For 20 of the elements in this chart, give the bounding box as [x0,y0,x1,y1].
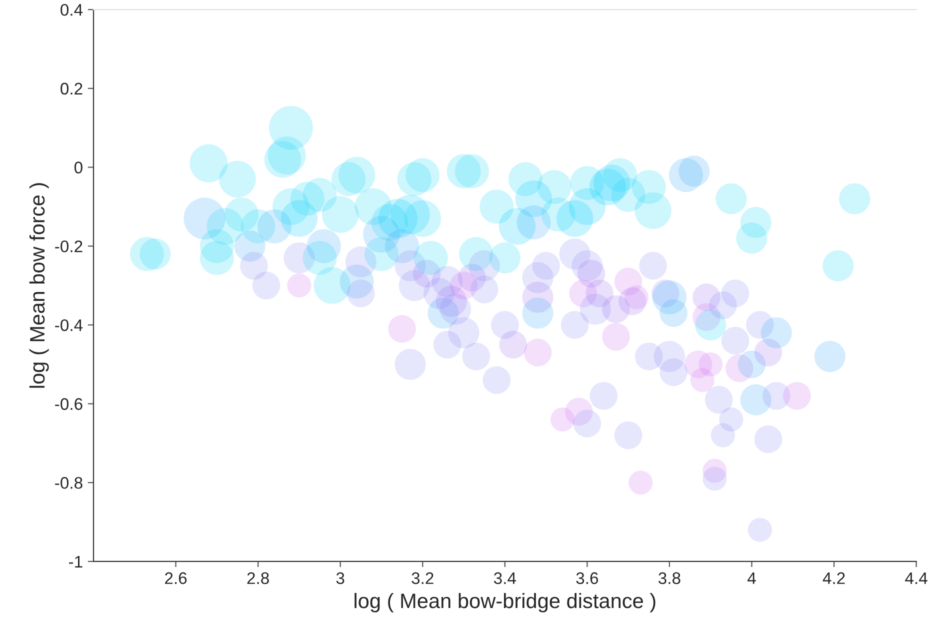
y-tick-label: -0.8 [55,477,82,489]
x-tick-label: 4.4 [905,572,928,584]
x-tick-label: 3.4 [494,572,516,584]
x-tick-label: 3 [336,572,344,584]
y-tick-label: 0.2 [60,82,82,95]
y-tick-label: -0.4 [55,319,83,332]
x-tick-label: 3.2 [412,572,434,584]
x-axis-title: log ( Mean bow-bridge distance ) [354,592,656,612]
x-tick-label: 4.2 [822,572,845,584]
x-tick-label: 4 [747,572,756,584]
x-tick-label: 3.6 [576,572,598,584]
y-axis-title: log ( Mean bow force ) [29,183,49,388]
y-tick-label: -0.6 [55,398,82,410]
y-tick-label: -0.2 [55,240,82,252]
x-tick-label: 2.8 [247,572,269,584]
y-tick-label: 0 [74,162,82,174]
x-tick-label: 2.6 [165,572,187,584]
x-tick-label: 3.8 [658,572,680,584]
y-tick-label: 0.4 [60,4,83,16]
y-tick-label: -1 [69,556,82,568]
